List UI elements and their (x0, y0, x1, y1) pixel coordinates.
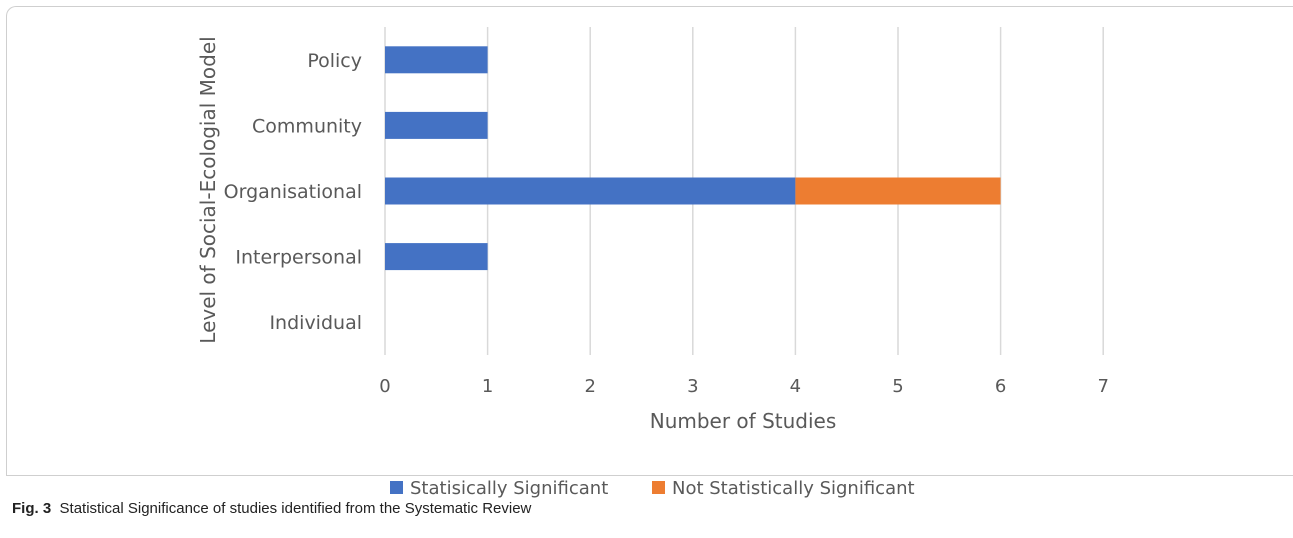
x-tick-labels: 0 1 2 3 4 5 6 7 (379, 376, 1109, 397)
bars (385, 46, 1001, 271)
caption-label: Fig. 3 (12, 500, 52, 517)
legend: Statisically Significant Not Statisticall… (390, 478, 915, 499)
legend-label-1: Not Statistically Significant (672, 478, 915, 499)
bar-organisational-series-1 (795, 177, 1001, 205)
bar-organisational-series-0 (385, 177, 796, 205)
category-labels: Policy Community Organisational Interperson… (224, 50, 362, 334)
x-tick-label-5: 5 (892, 376, 903, 397)
figure-frame (6, 6, 1293, 476)
x-axis-title: Number of Studies (650, 409, 837, 433)
x-tick-label-0: 0 (379, 376, 390, 397)
legend-label-0: Statisically Significant (410, 478, 608, 499)
x-tick-label-2: 2 (584, 376, 595, 397)
caption-text: Statistical Significance of studies iden… (59, 500, 532, 517)
x-tick-label-1: 1 (482, 376, 493, 397)
x-tick-label-7: 7 (1097, 376, 1108, 397)
bar-policy-series-0 (385, 46, 488, 74)
category-label-individual: Individual (269, 312, 362, 334)
bar-interpersonal-series-0 (385, 243, 488, 271)
category-label-policy: Policy (307, 50, 362, 72)
figure-caption: Fig. 3 Statistical Significance of studi… (12, 500, 531, 517)
x-tick-label-6: 6 (995, 376, 1006, 397)
legend-swatch-1 (652, 481, 665, 494)
category-label-community: Community (252, 115, 362, 137)
legend-swatch-0 (390, 481, 403, 494)
x-tick-label-3: 3 (687, 376, 698, 397)
category-label-organisational: Organisational (224, 181, 362, 203)
bar-community-series-0 (385, 111, 488, 139)
y-axis-title: Level of Social-Ecologial Model (196, 36, 220, 343)
x-tick-label-4: 4 (790, 376, 801, 397)
category-label-interpersonal: Interpersonal (235, 247, 362, 269)
